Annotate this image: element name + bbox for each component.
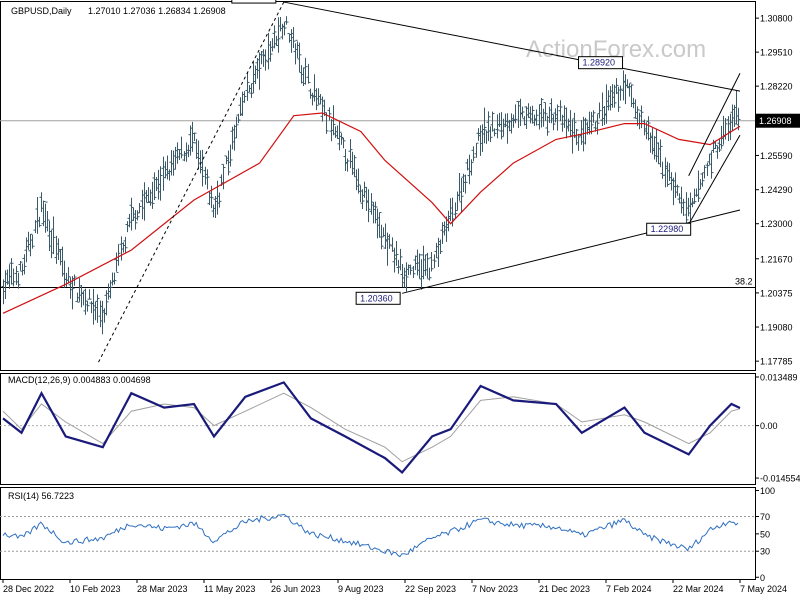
main-y-tick-label: 1.17785 (760, 357, 793, 367)
current-price-box (756, 113, 800, 128)
x-tick-label: 10 Feb 2023 (70, 584, 121, 594)
macd-panel-frame (0, 373, 756, 485)
x-tick-label: 28 Mar 2023 (137, 584, 188, 594)
ohlc-values: 1.27010 1.27036 1.26834 1.26908 (88, 6, 226, 16)
main-y-tick-label: 1.30800 (760, 14, 793, 24)
main-y-tick-label: 1.24290 (760, 185, 793, 195)
macd-y-tick-label: 0.013489 (760, 373, 798, 383)
rsi-y-tick-label: 100 (760, 486, 775, 496)
moving-average (2, 112, 741, 314)
x-tick-label: 7 Feb 2024 (606, 584, 652, 594)
annotation-label: 1.31410 (236, 0, 269, 2)
main-y-tick-label: 1.21670 (760, 254, 793, 264)
rsi-y-tick-label: 30 (760, 547, 770, 557)
rsi-panel-frame (0, 487, 756, 580)
trendline (688, 72, 741, 176)
trendline (283, 1, 741, 92)
main-y-tick-label: 1.29510 (760, 48, 793, 58)
x-tick-label: 9 Aug 2023 (338, 584, 384, 594)
macd-title: MACD(12,26,9) 0.004883 0.004698 (8, 375, 151, 385)
x-tick-label: 28 Dec 2022 (3, 584, 54, 594)
horizontal-lines: 38.2 (0, 120, 755, 289)
rsi-y-tick-label: 50 (760, 529, 770, 539)
annotation-label: 1.28920 (583, 58, 616, 68)
annotation-box (231, 0, 277, 4)
main-y-tick-label: 1.23000 (760, 219, 793, 229)
main-y-tick-label: 1.25590 (760, 151, 793, 161)
main-y-tick-label: 1.28220 (760, 82, 793, 92)
annotation-label: 1.20360 (360, 293, 393, 303)
x-tick-label: 22 Sep 2023 (405, 584, 456, 594)
moving-average-line (2, 112, 741, 314)
macd-y-tick-label: -0.014554 (760, 474, 800, 484)
price-annotations: 1.31410 1.28920 1.22980 1.20360 (231, 0, 692, 305)
panel-frames (0, 1, 756, 580)
trendlines (98, 1, 741, 363)
annotation-box (355, 291, 401, 305)
x-tick-label: 26 Jun 2023 (271, 584, 321, 594)
x-axis-labels: 28 Dec 2022 10 Feb 2023 28 Mar 2023 11 May … (2, 579, 787, 594)
main-y-tick-label: 1.20375 (760, 288, 793, 298)
dashed-trendline (98, 1, 285, 363)
panel-titles: GBPUSD,Daily 1.27010 1.27036 1.26834 1.2… (8, 6, 226, 501)
annotation-box (578, 56, 624, 70)
x-tick-label: 22 Mar 2024 (673, 584, 724, 594)
rsi-panel: 100 70 50 30 0 (0, 486, 775, 583)
x-tick-label: 7 May 2024 (740, 584, 787, 594)
rsi-line (2, 513, 739, 558)
rsi-y-tick-label: 70 (760, 512, 770, 522)
macd-panel: 0.013489 0.00 -0.014554 (0, 373, 800, 484)
x-tick-label: 21 Dec 2023 (539, 584, 590, 594)
y-axis-labels: 1.30800 1.29510 1.28220 1.26908 1.25590 1.242… (755, 14, 800, 367)
x-tick-label: 11 May 2023 (204, 584, 255, 594)
fib-38-label: 38.2 (735, 277, 753, 287)
macd-line (2, 381, 741, 475)
rsi-y-tick-label: 0 (760, 573, 765, 583)
price-bars (1, 16, 741, 335)
rsi-title: RSI(14) 56.7223 (8, 491, 74, 501)
annotation-box (646, 222, 692, 236)
annotation-label: 1.22980 (651, 224, 684, 234)
current-price-label: 1.26908 (759, 116, 792, 126)
main-panel-frame (0, 1, 756, 371)
x-tick-label: 7 Nov 2023 (472, 584, 518, 594)
main-y-tick-label: 1.19080 (760, 323, 793, 333)
trendline (688, 134, 741, 225)
macd-y-tick-label: 0.00 (760, 421, 778, 431)
macd-signal-line (2, 392, 741, 463)
symbol-label: GBPUSD,Daily (11, 6, 72, 16)
